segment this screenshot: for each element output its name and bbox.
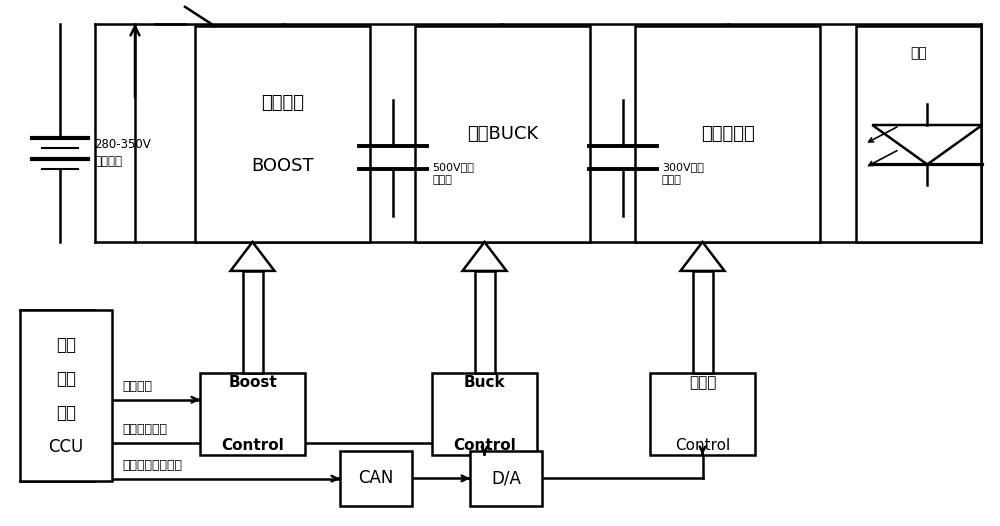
Polygon shape [462, 242, 506, 271]
Text: 500V储能
电容阵: 500V储能 电容阵 [432, 162, 474, 185]
Text: 线性源: 线性源 [689, 375, 716, 390]
Text: 滞环BUCK: 滞环BUCK [467, 125, 538, 143]
Bar [470, 451, 542, 506]
Text: 输出: 输出 [910, 47, 927, 60]
Text: 交错并联: 交错并联 [261, 94, 304, 112]
Text: Boost: Boost [228, 375, 277, 390]
Text: 点火信号: 点火信号 [122, 380, 152, 393]
Bar [200, 373, 305, 455]
Text: 线性恒流源: 线性恒流源 [701, 125, 754, 143]
Bar [692, 271, 712, 373]
Bar [856, 26, 981, 242]
Bar [340, 451, 412, 506]
Bar [242, 271, 262, 373]
Bar [635, 26, 820, 242]
Bar [195, 26, 370, 242]
Text: CAN: CAN [358, 469, 394, 488]
Text: Control: Control [453, 438, 516, 453]
Text: 滞环控制信号: 滞环控制信号 [122, 423, 167, 436]
Text: 控制: 控制 [56, 370, 76, 388]
Text: 单元: 单元 [56, 404, 76, 422]
Bar [20, 310, 112, 481]
Polygon shape [680, 242, 724, 271]
Bar [415, 26, 590, 242]
Text: 280-350V
锂电池组: 280-350V 锂电池组 [94, 137, 151, 168]
Text: BOOST: BOOST [251, 157, 314, 175]
Polygon shape [230, 242, 274, 271]
Bar [475, 271, 494, 373]
Text: 中央: 中央 [56, 336, 76, 353]
Text: CCU: CCU [48, 438, 84, 456]
Bar [650, 373, 755, 455]
Text: 脉冲电流参考信号: 脉冲电流参考信号 [122, 459, 182, 472]
Text: D/A: D/A [491, 469, 521, 488]
Text: Buck: Buck [464, 375, 505, 390]
Text: Control: Control [675, 438, 730, 453]
Text: 300V储能
电容阵: 300V储能 电容阵 [662, 162, 704, 185]
Bar [432, 373, 537, 455]
Text: Control: Control [221, 438, 284, 453]
